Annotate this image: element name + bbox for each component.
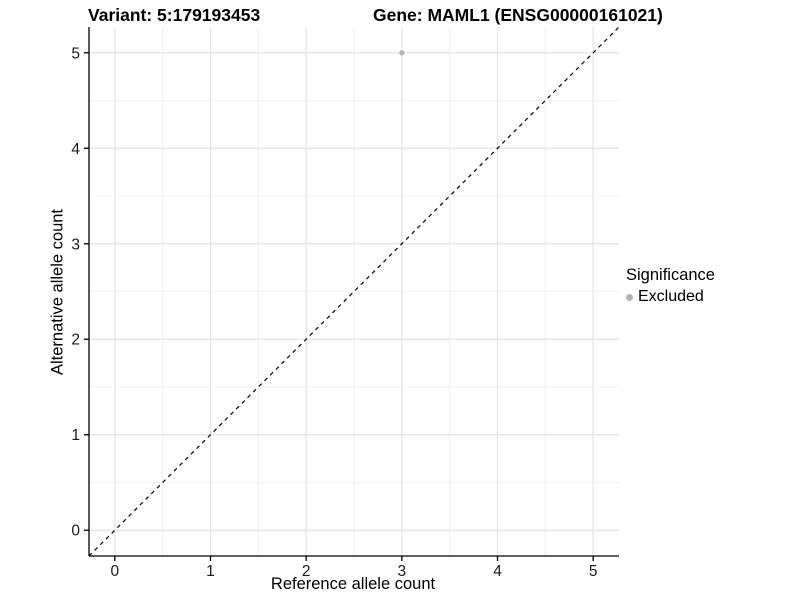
y-axis-title: Alternative allele count — [48, 208, 67, 376]
legend: Significance Excluded — [626, 266, 715, 306]
x-tick-label: 5 — [589, 563, 598, 580]
x-tick-label: 2 — [302, 563, 311, 580]
y-tick-label: 0 — [71, 523, 80, 540]
x-tick-label: 1 — [206, 563, 215, 580]
identity-line — [88, 26, 620, 557]
y-tick-label: 3 — [71, 236, 80, 253]
legend-item-excluded: Excluded — [626, 288, 715, 306]
gene-title: Gene: MAML1 (ENSG00000161021) — [373, 5, 663, 25]
y-tick-label: 2 — [71, 332, 80, 349]
x-tick-label: 4 — [493, 563, 502, 580]
y-tick-label: 5 — [71, 45, 80, 62]
x-tick-label: 3 — [398, 563, 407, 580]
variant-title: Variant: 5:179193453 — [88, 5, 261, 25]
y-tick-label: 1 — [71, 427, 80, 444]
y-tick-label: 4 — [71, 141, 80, 158]
data-point — [399, 50, 405, 56]
x-axis-title: Reference allele count — [270, 575, 436, 593]
legend-item-label: Excluded — [638, 288, 704, 305]
x-tick-label: 0 — [111, 563, 120, 580]
legend-point-icon — [626, 293, 633, 301]
legend-title: Significance — [626, 266, 715, 284]
